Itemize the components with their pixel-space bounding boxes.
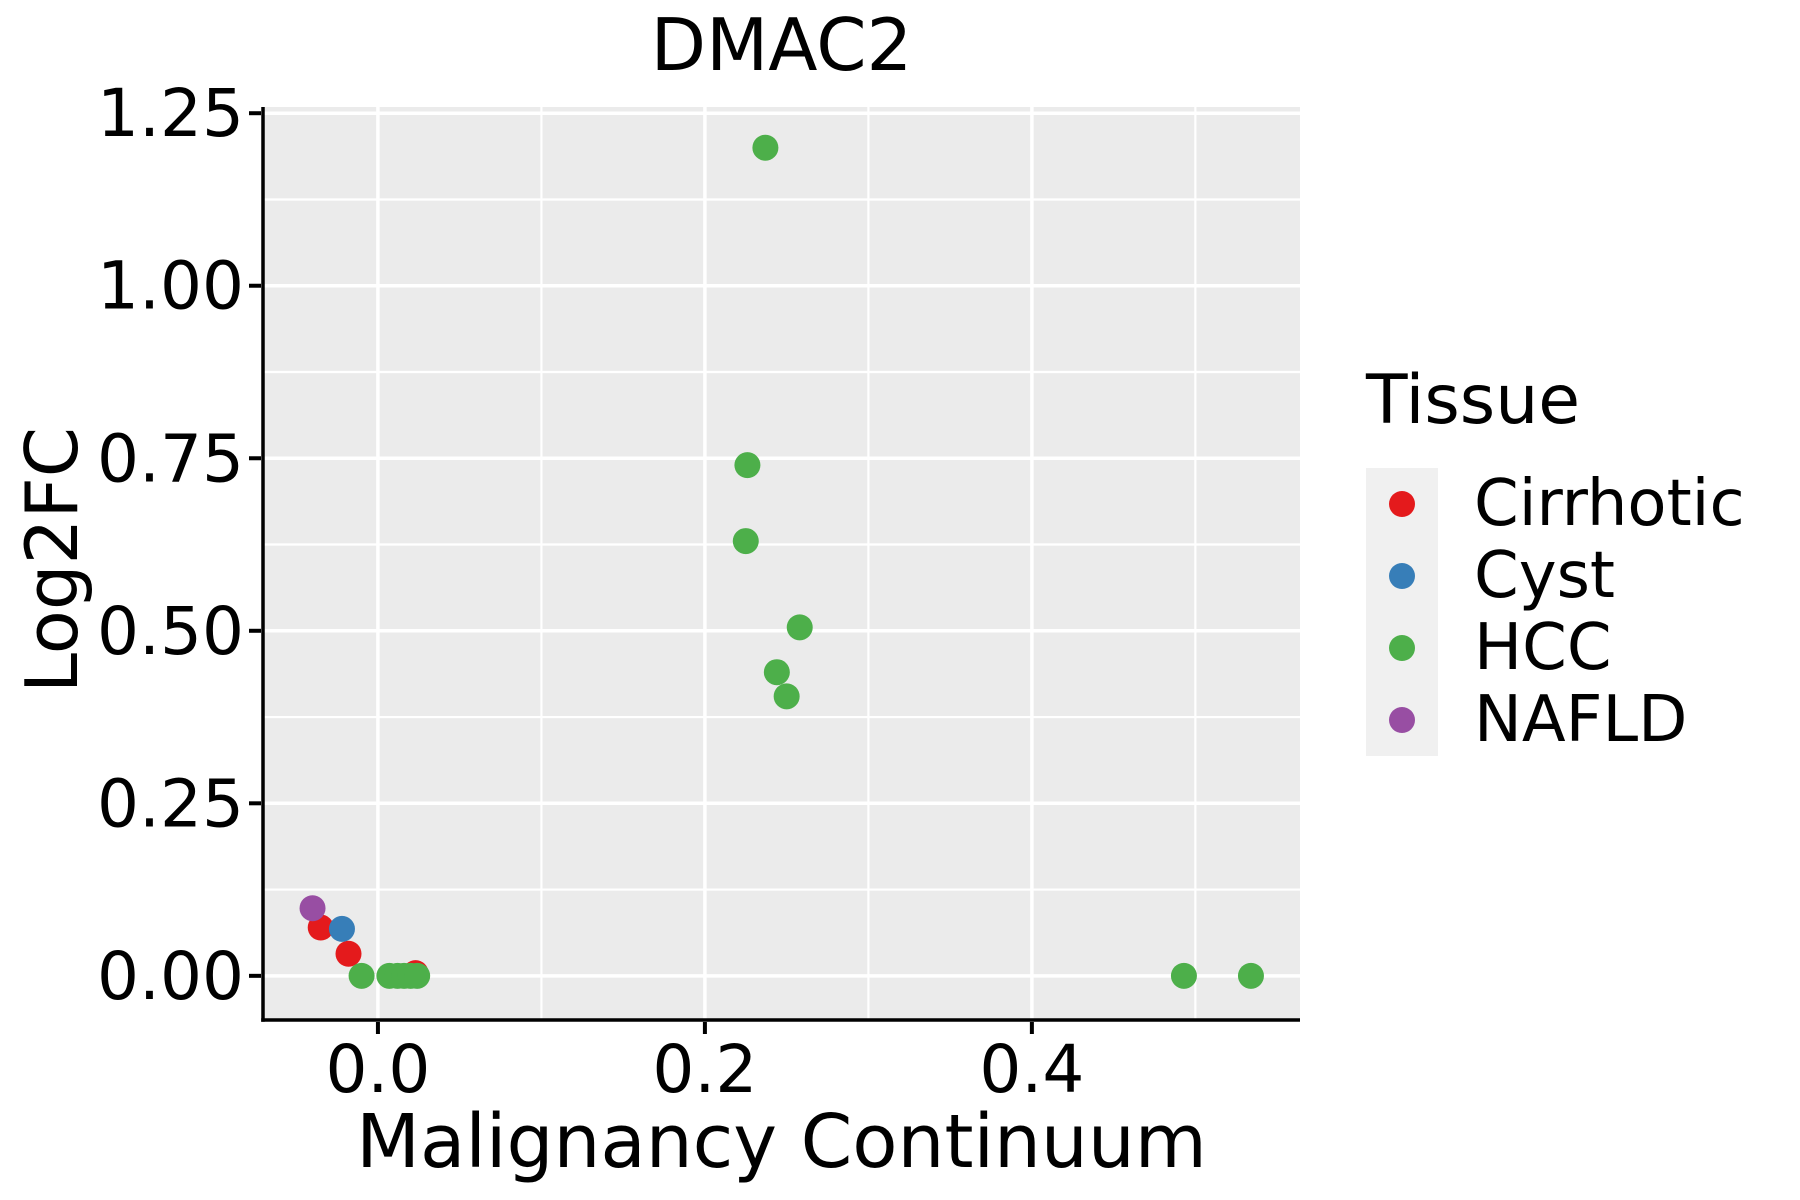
data-point-hcc xyxy=(732,528,759,555)
data-point-hcc xyxy=(763,659,790,686)
legend-label: Cirrhotic xyxy=(1474,467,1745,541)
data-point-cyst xyxy=(328,915,355,942)
legend-row-nafld: NAFLD xyxy=(1366,684,1745,756)
x-tick-label: 0.4 xyxy=(979,1031,1084,1108)
data-point-hcc xyxy=(773,683,800,710)
y-tick-label: 0.25 xyxy=(97,765,244,842)
legend-key xyxy=(1366,540,1438,612)
legend: Cirrhotic Cyst HCC NAFLD xyxy=(1366,468,1745,756)
legend-label: NAFLD xyxy=(1474,683,1688,757)
data-point-hcc xyxy=(348,962,375,989)
legend-key xyxy=(1366,684,1438,756)
x-axis-title: Malignancy Continuum xyxy=(356,1099,1207,1185)
data-point-nafld xyxy=(299,895,326,922)
y-tick-label: 0.00 xyxy=(97,938,244,1015)
chart-title: DMAC2 xyxy=(650,3,913,87)
legend-label: Cyst xyxy=(1474,539,1615,613)
legend-key xyxy=(1366,612,1438,684)
legend-dot-icon xyxy=(1389,563,1415,589)
legend-dot-icon xyxy=(1389,491,1415,517)
data-point-hcc xyxy=(1237,962,1264,989)
x-tick-label: 0.2 xyxy=(652,1031,757,1108)
data-point-hcc xyxy=(1170,962,1197,989)
legend-dot-icon xyxy=(1389,635,1415,661)
legend-row-cyst: Cyst xyxy=(1366,540,1745,612)
legend-label: HCC xyxy=(1474,611,1612,685)
x-tick-label: 0.0 xyxy=(325,1031,430,1108)
y-tick-label: 0.50 xyxy=(97,593,244,670)
y-tick-label: 1.00 xyxy=(97,248,244,325)
y-tick-label: 1.25 xyxy=(97,75,244,152)
y-axis-title: Log2FC xyxy=(10,426,94,694)
data-point-hcc xyxy=(734,452,761,479)
legend-dot-icon xyxy=(1389,707,1415,733)
data-point-hcc xyxy=(752,134,779,161)
y-tick-label: 0.75 xyxy=(97,420,244,497)
data-point-hcc xyxy=(786,614,813,641)
panel-background xyxy=(263,107,1300,1020)
legend-row-cirrhotic: Cirrhotic xyxy=(1366,468,1745,540)
legend-title: Tissue xyxy=(1366,361,1581,440)
data-point-cirrhotic xyxy=(335,940,362,967)
legend-row-hcc: HCC xyxy=(1366,612,1745,684)
data-point-hcc xyxy=(404,962,431,989)
legend-key xyxy=(1366,468,1438,540)
